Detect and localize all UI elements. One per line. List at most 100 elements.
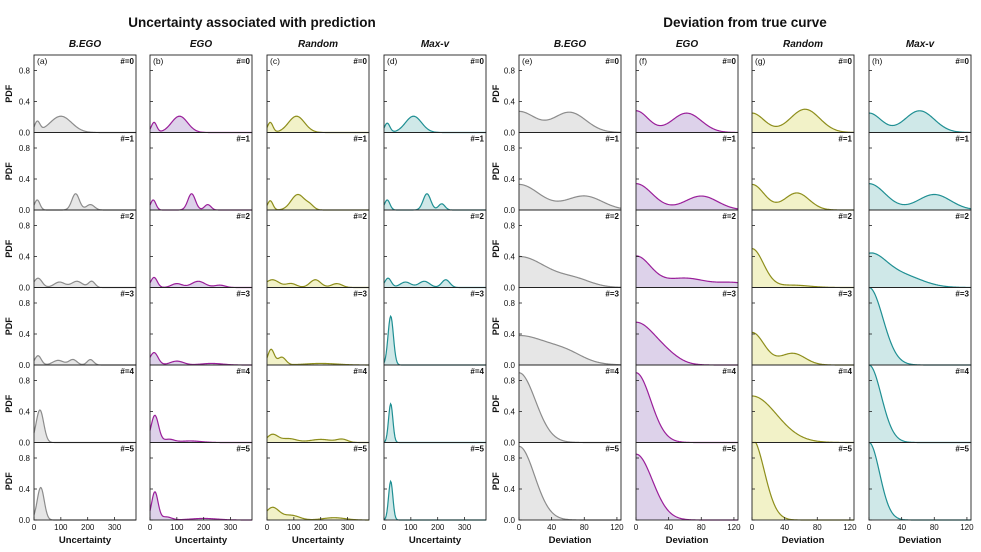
x-tick-label: 40 (897, 523, 906, 532)
column-title: Random (783, 39, 823, 50)
panel-frame (383, 442, 487, 521)
row-label: #=2 (838, 212, 852, 221)
density-area (636, 372, 738, 443)
column-title: B.EGO (69, 39, 101, 50)
y-tick-label: 0.4 (19, 175, 31, 184)
density-area (869, 110, 971, 133)
density-line (868, 110, 972, 134)
column-title: EGO (190, 39, 212, 50)
row-label: #=5 (955, 445, 969, 454)
column-title: B.EGO (554, 39, 586, 50)
x-tick-label: 100 (287, 523, 301, 532)
x-tick-label: 120 (727, 523, 741, 532)
x-tick-label: 100 (54, 523, 68, 532)
row-label: #=1 (353, 135, 367, 144)
density-area (752, 184, 854, 210)
x-tick-label: 80 (697, 523, 706, 532)
left-figure-title: Uncertainty associated with prediction (128, 15, 376, 30)
row-label: #=1 (838, 135, 852, 144)
x-tick-label: 120 (960, 523, 974, 532)
panel-frame (149, 132, 253, 211)
y-tick-label: 0.0 (19, 516, 31, 525)
row-label: #=5 (470, 445, 484, 454)
density-area (34, 116, 136, 133)
row-label: #=5 (353, 445, 367, 454)
density-line (33, 193, 136, 211)
x-axis-label: Deviation (666, 535, 709, 546)
density-line (635, 255, 739, 284)
y-tick-label: 0.8 (504, 67, 516, 76)
row-label: #=0 (470, 57, 484, 66)
panel-h: Max-v #=0 (h) #=1 #=2 #=3 #=4 #=5 0 40 80 120 Deviat… (867, 39, 974, 546)
panel-a: B.EGO #=0 (a) #=1 #=2 #=3 #=4 #=5 0 100 200 300 Unce… (32, 39, 137, 546)
y-axis-label-pdf: PDF (4, 394, 14, 413)
row-label: #=0 (838, 57, 852, 66)
x-tick-label: 0 (634, 523, 639, 532)
density-area (150, 116, 252, 133)
x-tick-label: 0 (382, 523, 387, 532)
density-area (384, 403, 486, 443)
y-tick-label: 0.8 (19, 67, 31, 76)
row-label: #=5 (605, 445, 619, 454)
density-line (635, 183, 739, 210)
panel-frame (266, 132, 370, 211)
y-axis-label-pdf: PDF (491, 317, 501, 336)
density-area (519, 184, 621, 210)
row-label: #=4 (470, 367, 484, 376)
y-tick-label: 0.4 (19, 98, 31, 107)
panel-frame (33, 364, 137, 443)
density-area (752, 248, 854, 288)
panel-frame (149, 364, 253, 443)
x-tick-label: 0 (32, 523, 37, 532)
density-area (150, 491, 252, 520)
density-area (384, 116, 486, 133)
x-tick-label: 100 (170, 523, 184, 532)
density-line (635, 110, 739, 134)
density-line (149, 414, 252, 444)
density-area (752, 442, 854, 520)
density-line (266, 506, 369, 521)
row-label: #=5 (236, 445, 250, 454)
row-label: #=4 (722, 367, 736, 376)
density-area (150, 352, 252, 365)
panel-e: B.EGO #=0 (e) #=1 #=2 #=3 #=4 #=5 0 40 80 120 Deviat… (517, 39, 624, 546)
panel-letter: (b) (153, 56, 164, 66)
column-title: Max-v (421, 39, 451, 50)
panel-frame (33, 54, 137, 133)
right-figure-title: Deviation from true curve (663, 15, 827, 30)
density-area (752, 109, 854, 133)
row-label: #=4 (353, 367, 367, 376)
y-tick-label: 0.4 (504, 253, 516, 262)
x-tick-label: 80 (930, 523, 939, 532)
y-tick-label: 0.4 (504, 175, 516, 184)
density-line (266, 433, 369, 444)
row-label: #=2 (955, 212, 969, 221)
panel-frame (266, 54, 370, 133)
density-area (150, 193, 252, 210)
y-tick-label: 0.0 (19, 284, 31, 293)
panel-frame (149, 54, 253, 133)
x-tick-label: 0 (517, 523, 522, 532)
x-tick-label: 0 (148, 523, 153, 532)
density-line (33, 486, 136, 521)
panel-letter: (f) (639, 56, 647, 66)
density-line (519, 110, 622, 133)
density-area (150, 415, 252, 443)
density-line (33, 355, 136, 366)
y-tick-label: 0.4 (504, 98, 516, 107)
column-title: EGO (676, 39, 698, 50)
density-line (751, 108, 855, 134)
row-label: #=3 (838, 290, 852, 299)
panel-frame (149, 287, 253, 366)
column-title: Random (298, 39, 338, 50)
row-label: #=4 (605, 367, 619, 376)
density-line (383, 193, 486, 211)
panel-b: EGO #=0 (b) #=1 #=2 #=3 #=4 #=5 0 100 200 300 Uncert… (148, 39, 253, 546)
density-area (869, 183, 971, 210)
y-axis-label-pdf: PDF (491, 162, 501, 181)
density-area (267, 279, 369, 288)
y-tick-label: 0.8 (19, 377, 31, 386)
y-tick-label: 0.4 (19, 330, 31, 339)
row-label: #=4 (236, 367, 250, 376)
density-area (636, 322, 738, 365)
